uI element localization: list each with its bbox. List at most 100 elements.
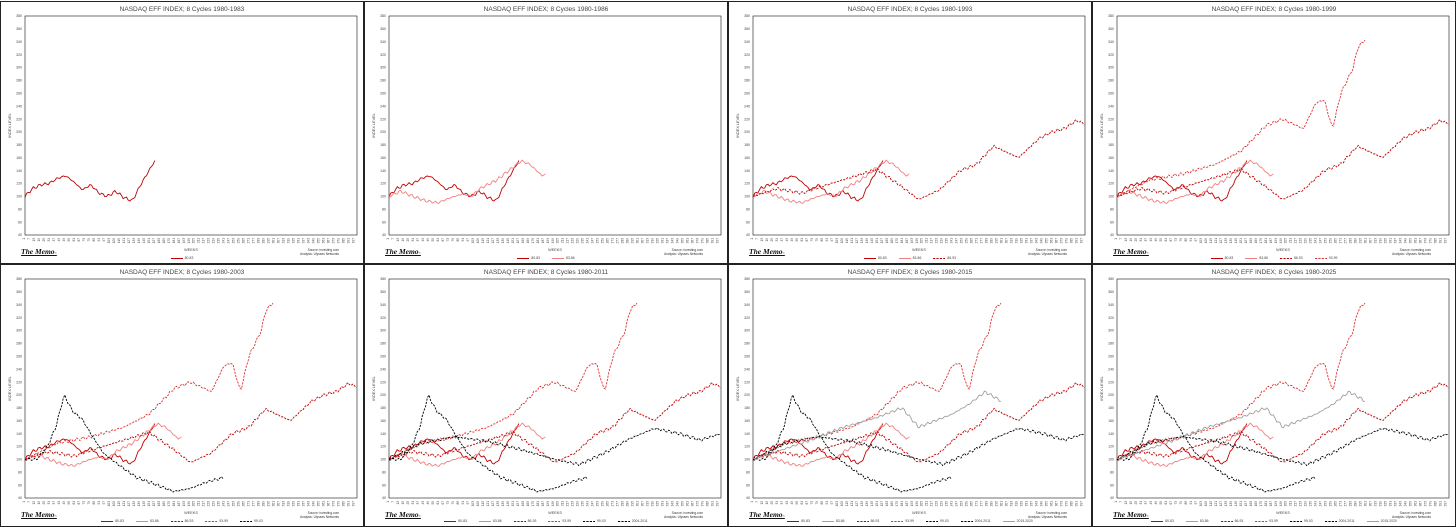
y-tick-label: 80 (18, 470, 22, 474)
y-tick-label: 380 (1108, 277, 1114, 281)
x-tick-label: 301 (1000, 238, 1004, 244)
legend-item: 80-83 (101, 519, 124, 523)
x-tick-label: 127 (1219, 238, 1223, 244)
x-tick-label: 91 (1189, 238, 1193, 242)
x-tick-label: 7 (755, 501, 759, 503)
x-tick-label: 331 (1389, 238, 1393, 244)
y-tick-label: 120 (744, 182, 750, 186)
y-tick-label: 280 (380, 342, 386, 346)
x-tick-label: 73 (810, 501, 814, 505)
x-tick-label: 229 (576, 501, 580, 507)
y-tick-label: 100 (16, 458, 22, 462)
legend-swatch (240, 520, 253, 522)
x-tick-label: 223 (207, 501, 211, 507)
legend-swatch (170, 257, 183, 259)
x-tick-label: 31 (411, 238, 415, 242)
x-tick-label: 169 (162, 501, 166, 507)
y-tick-label: 160 (16, 419, 22, 423)
x-tick-label: 31 (47, 238, 51, 242)
x-tick-label: 55 (1159, 238, 1163, 242)
x-tick-label: 7 (27, 501, 31, 503)
x-tick-label: 235 (581, 238, 585, 244)
x-tick-label: 259 (965, 238, 969, 244)
x-tick-label: 373 (332, 501, 336, 507)
x-tick-label: 241 (1314, 501, 1318, 507)
y-tick-label: 120 (380, 182, 386, 186)
x-tick-label: 61 (436, 238, 440, 242)
y-tick-label: 180 (1108, 406, 1114, 410)
legend-item: 86-93 (1280, 256, 1303, 260)
x-tick-label: 1 (22, 238, 26, 240)
x-tick-label: 43 (57, 238, 61, 242)
x-tick-label: 13 (1124, 238, 1128, 242)
chart-panel: NASDAQ EFF INDEX; 8 Cycles 1980-1993 40 60… (728, 1, 1092, 264)
legend-item: 83-86 (821, 519, 845, 523)
x-tick-label: 217 (566, 501, 570, 507)
x-tick-label: 37 (416, 501, 420, 505)
x-tick-label: 229 (576, 238, 580, 244)
series-line-83-86 (388, 422, 546, 467)
x-tick-label: 187 (905, 238, 909, 244)
x-tick-label: 97 (830, 501, 834, 505)
x-tick-label: 37 (780, 238, 784, 242)
x-tick-label: 1 (1114, 501, 1118, 503)
x-axis-label: WEEKS (912, 248, 926, 252)
x-tick-label: 397 (716, 501, 720, 507)
x-tick-label: 349 (676, 501, 680, 507)
legend-label: 93-99 (219, 519, 229, 523)
series-line-2015-2020 (1116, 390, 1365, 460)
x-tick-label: 127 (855, 238, 859, 244)
y-tick-label: 380 (744, 277, 750, 281)
x-tick-label: 391 (711, 238, 715, 244)
x-tick-label: 253 (1324, 501, 1328, 507)
x-tick-label: 337 (666, 501, 670, 507)
x-tick-label: 391 (347, 238, 351, 244)
y-tick-label: 320 (744, 316, 750, 320)
x-tick-label: 265 (242, 501, 246, 507)
x-tick-label: 187 (1269, 238, 1273, 244)
x-tick-label: 85 (1184, 238, 1188, 242)
x-tick-label: 397 (1080, 501, 1084, 507)
x-tick-label: 235 (1309, 501, 1313, 507)
x-tick-label: 379 (1065, 501, 1069, 507)
x-tick-label: 181 (900, 238, 904, 244)
x-tick-label: 343 (671, 238, 675, 244)
legend-item: 80-83 (170, 256, 193, 260)
x-tick-label: 385 (706, 501, 710, 507)
y-tick-label: 60 (746, 220, 750, 224)
x-tick-label: 229 (212, 501, 216, 507)
x-tick-label: 145 (1234, 501, 1238, 507)
chart-legend: 80-83 83-86 86-93 93-99 99-03 (1, 519, 363, 523)
x-tick-label: 151 (1239, 501, 1243, 507)
y-tick-label: 340 (380, 303, 386, 307)
x-tick-label: 61 (800, 238, 804, 242)
x-tick-label: 67 (441, 501, 445, 505)
y-tick-label: 180 (744, 143, 750, 147)
legend-label: 99-03 (1303, 519, 1313, 523)
x-tick-label: 169 (1254, 501, 1258, 507)
x-tick-label: 163 (1249, 238, 1253, 244)
x-tick-label: 331 (1025, 501, 1029, 507)
x-tick-label: 301 (1364, 238, 1368, 244)
y-tick-label: 40 (1110, 233, 1114, 237)
y-tick-label: 240 (380, 367, 386, 371)
x-tick-label: 49 (426, 238, 430, 242)
x-tick-label: 157 (880, 501, 884, 507)
y-tick-label: 340 (1108, 40, 1114, 44)
x-tick-label: 217 (1294, 238, 1298, 244)
brand-logo: The Memo® (385, 247, 421, 256)
y-tick-label: 260 (1108, 91, 1114, 95)
x-tick-label: 229 (940, 501, 944, 507)
x-tick-label: 145 (870, 501, 874, 507)
x-tick-label: 283 (1349, 238, 1353, 244)
x-tick-label: 193 (910, 238, 914, 244)
chart-svg: 40 60 80 100 120 140 160 180 200 220 240 260 280 300 3… (1100, 277, 1450, 515)
legend-swatch (617, 520, 630, 522)
x-tick-label: 295 (1359, 238, 1363, 244)
y-tick-label: 300 (380, 66, 386, 70)
x-tick-label: 67 (1169, 501, 1173, 505)
x-tick-label: 55 (67, 238, 71, 242)
source-note: Source: investing.com Analysis: Ulysses N… (664, 247, 703, 256)
x-tick-label: 103 (471, 238, 475, 244)
x-tick-label: 181 (536, 238, 540, 244)
